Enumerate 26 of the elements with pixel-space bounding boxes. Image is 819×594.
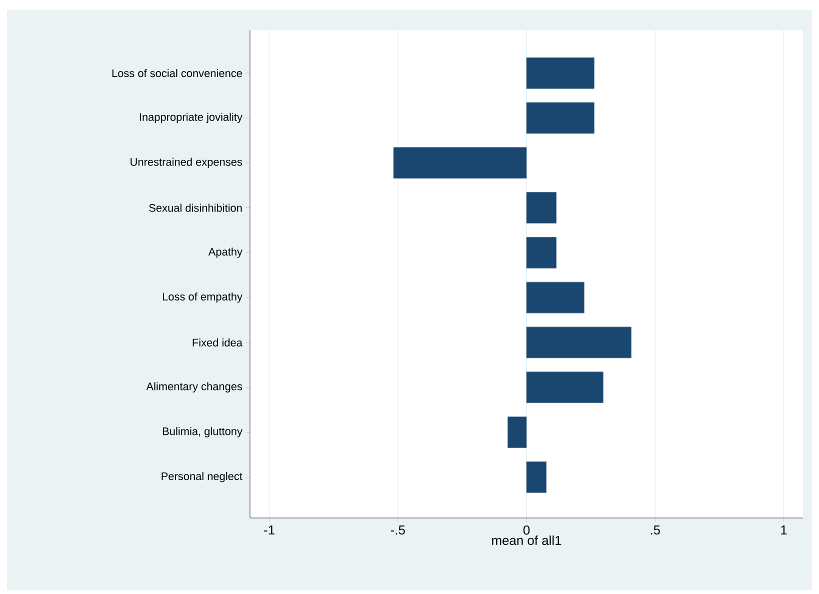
y-tick-label: Fixed idea [192, 338, 242, 346]
bar [526, 236, 557, 268]
y-tick-label: Loss of empathy [162, 292, 242, 303]
bar [526, 326, 632, 358]
x-tick-label: .5 [650, 526, 660, 535]
bar [526, 282, 584, 314]
y-tick-label: Sexual disinhibition [149, 204, 242, 212]
y-tick-label: Unrestrained expenses [130, 158, 242, 168]
bar [526, 57, 594, 89]
y-tick-label: Bulimia, gluttony [162, 427, 242, 438]
x-tick-label: -1 [264, 526, 274, 534]
bar [526, 192, 557, 224]
bar [526, 461, 547, 493]
x-axis-title: mean of all1 [492, 536, 562, 546]
y-tick-label: Inappropriate joviality [140, 112, 242, 124]
bar [507, 416, 527, 448]
x-tick-label: 1 [781, 526, 787, 534]
y-tick-label: Apathy [208, 248, 242, 258]
y-tick-label: Alimentary changes [146, 382, 242, 392]
y-tick-label: Loss of social convenience [112, 69, 242, 78]
x-tick-label: 0 [523, 526, 530, 535]
y-tick-label: Personal neglect [162, 472, 242, 482]
bar [526, 372, 604, 404]
x-tick-label: -.5 [390, 526, 405, 535]
bar [393, 147, 527, 179]
bar [526, 102, 594, 134]
